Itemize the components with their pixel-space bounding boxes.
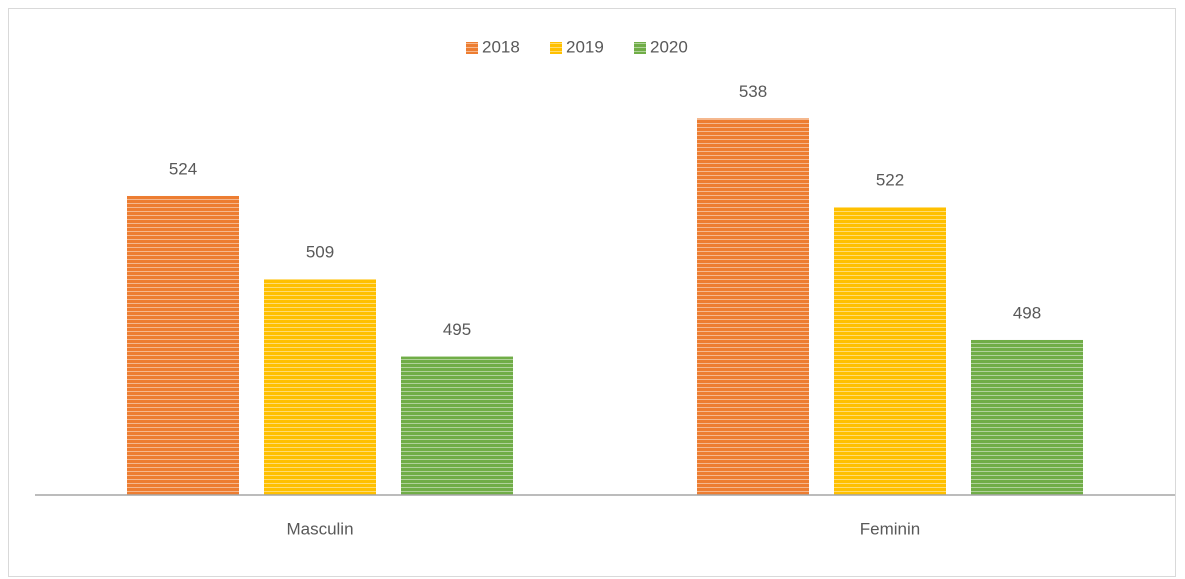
data-label: 538 bbox=[739, 82, 767, 101]
legend-label: 2019 bbox=[566, 37, 604, 56]
data-label: 498 bbox=[1013, 303, 1041, 322]
legend-label: 2020 bbox=[650, 37, 688, 56]
bar bbox=[834, 207, 946, 496]
bar bbox=[697, 118, 809, 495]
legend-swatch bbox=[550, 42, 562, 54]
data-label: 524 bbox=[169, 159, 197, 178]
x-tick-label: Feminin bbox=[860, 519, 920, 538]
data-label: 495 bbox=[443, 320, 471, 339]
bar bbox=[401, 356, 513, 495]
legend-swatch bbox=[634, 42, 646, 54]
data-label: 522 bbox=[876, 171, 904, 190]
legend-label: 2018 bbox=[482, 37, 520, 56]
data-label: 509 bbox=[306, 243, 334, 262]
x-tick-label: Masculin bbox=[286, 519, 353, 538]
legend-swatch bbox=[466, 42, 478, 54]
chart-border bbox=[8, 8, 1176, 577]
bar bbox=[971, 339, 1083, 495]
bar bbox=[127, 195, 239, 495]
bar bbox=[264, 279, 376, 495]
